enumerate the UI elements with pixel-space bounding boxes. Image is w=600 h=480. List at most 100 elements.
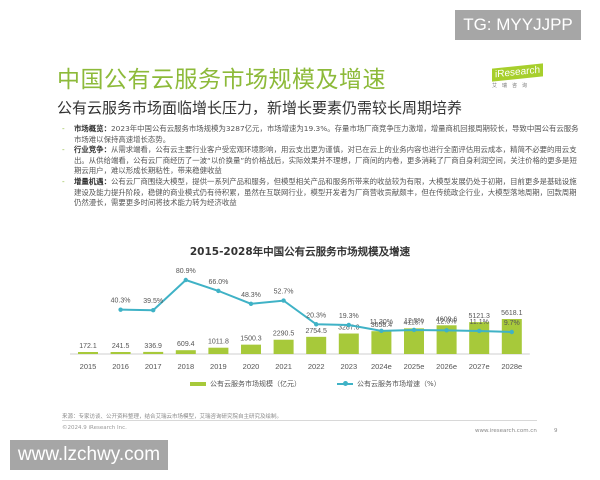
line-value-label: 19.3%	[339, 313, 359, 320]
bar	[306, 336, 327, 354]
logo-brand: iResearch	[492, 63, 544, 82]
line-point	[346, 322, 351, 328]
copyright: ©2024.9 iResearch Inc.	[62, 425, 127, 431]
x-tick-label: 2018	[177, 362, 194, 371]
footer-divider	[62, 420, 537, 421]
line-value-label: 48.3%	[241, 292, 261, 299]
line-point	[379, 328, 384, 334]
legend-item-line: 公有云服务市场增速（%）	[337, 379, 441, 389]
iresearch-logo: iResearch 艾瑞咨询	[492, 60, 544, 89]
bullet-label: 市场概览：	[74, 124, 111, 133]
x-tick-label: 2015	[80, 362, 97, 371]
legend-item-bar: 公有云服务市场规模（亿元）	[190, 379, 301, 389]
bullet-text: 2023年中国公有云服务市场规模为3287亿元，市场增速为19.3%。存量市场厂…	[74, 124, 579, 144]
line-value-label: 9.7%	[504, 320, 520, 327]
line-point	[411, 327, 417, 333]
line-value-label: 80.9%	[176, 268, 196, 275]
x-tick-label: 2025e	[404, 362, 425, 371]
page-title: 中国公有云服务市场规模及增速	[57, 67, 386, 93]
x-tick-label: 2016	[112, 362, 129, 371]
bar-value-label: 4609.6	[436, 316, 458, 323]
bar	[273, 339, 294, 354]
bullet-list: - 市场概览：2023年中国公有云服务市场规模为3287亿元，市场增速为19.3…	[62, 124, 582, 209]
x-tick-label: 2024e	[371, 362, 392, 371]
page-number: 9	[554, 428, 558, 434]
line-value-label: 11.30%	[370, 319, 393, 326]
line-point	[509, 329, 514, 335]
bar-value-label: 3287.0	[338, 325, 360, 332]
line-point	[248, 301, 254, 307]
bar-value-label: 609.4	[177, 341, 195, 348]
bar-value-label: 241.5	[112, 343, 130, 350]
bar-value-label: 5121.3	[468, 313, 490, 320]
legend-line-label: 公有云服务市场增速（%）	[357, 380, 441, 388]
bar	[436, 325, 457, 354]
bar	[241, 344, 261, 354]
line-value-label: 52.7%	[274, 289, 294, 296]
line-point	[314, 322, 319, 327]
bar	[110, 352, 131, 354]
line-value-label: 12.0%	[437, 318, 457, 325]
chart-legend: 公有云服务市场规模（亿元） 公有云服务市场增速（%）	[190, 379, 441, 389]
line-point	[216, 288, 221, 294]
bar-value-label: 2754.5	[305, 328, 327, 335]
line-value-label: 20.3%	[306, 312, 326, 319]
line-point	[477, 328, 482, 334]
line-point	[281, 298, 286, 303]
bullet-label: 增量机遇：	[74, 176, 111, 186]
bullet-opportunity: - 增量机遇：公有云厂商围绕大模型，提供一系列产品和服务，但模型相关产品和服务所…	[62, 177, 582, 209]
legend-line-swatch-icon	[337, 381, 353, 386]
bar	[404, 328, 424, 354]
x-tick-label: 2019	[210, 362, 227, 371]
bullet-label: 行业竞争：	[74, 145, 111, 155]
bar	[371, 331, 392, 354]
x-tick-label: 2021	[275, 362, 292, 371]
bar-value-label: 172.1	[79, 343, 97, 350]
x-tick-label: 2026e	[436, 362, 457, 371]
watermark-top: TG: MYYJJPP	[455, 10, 581, 40]
bar	[469, 322, 490, 354]
bullet-dash-icon: -	[62, 124, 65, 133]
x-tick-label: 2023	[340, 362, 357, 371]
line-point	[183, 277, 188, 283]
legend-bar-swatch-icon	[190, 382, 206, 386]
bar	[143, 351, 164, 354]
x-tick-label: 2028e	[501, 362, 522, 371]
line-value-label: 12.5%	[404, 318, 424, 325]
bar-value-label: 3658.4	[371, 322, 393, 329]
chart-title: 2015-2028年中国公有云服务市场规模及增速	[189, 246, 411, 258]
bullet-text: 从需求端看，公有云主要行业客户受宏观环境影响，用云支出更为谨慎，对已在云上的业务…	[74, 145, 577, 176]
bar	[501, 319, 522, 354]
legend-bar-label: 公有云服务市场规模（亿元）	[210, 380, 301, 388]
line-point	[444, 328, 449, 333]
x-tick-label: 2020	[243, 362, 260, 371]
x-tick-label: 2017	[145, 362, 162, 371]
bar	[338, 333, 359, 354]
bullet-market-overview: - 市场概览：2023年中国公有云服务市场规模为3287亿元，市场增速为19.3…	[62, 124, 582, 145]
website-url: www.iresearch.com.cn	[475, 428, 537, 434]
page-subtitle: 公有云服务市场面临增长压力，新增长要素仍需较长周期培养	[57, 99, 463, 117]
x-tick-label: 2022	[308, 362, 325, 371]
combo-chart: 172.1 2015 241.5 2016 336.9 2017 609.4 2018 1011…	[70, 268, 530, 371]
bullet-dash-icon: -	[62, 145, 65, 155]
bar-value-label: 2290.5	[273, 331, 295, 338]
bullet-competition: - 行业竞争：从需求端看，公有云主要行业客户受宏观环境影响，用云支出更为谨慎，对…	[62, 145, 582, 177]
line-point	[151, 308, 156, 313]
bar	[78, 352, 98, 354]
x-tick-label: 2027e	[469, 362, 490, 371]
line-value-label: 11.1%	[470, 319, 489, 326]
bar-value-label: 336.9	[144, 343, 162, 350]
bar	[175, 350, 196, 354]
bar-value-label: 1500.3	[240, 336, 262, 343]
bar-value-label: 4115.7	[404, 319, 425, 326]
bullet-dash-icon: -	[62, 176, 65, 186]
watermark-bottom: www.lzchwy.com	[10, 440, 168, 470]
bar-value-label: 5618.1	[501, 310, 523, 317]
bar	[208, 347, 229, 354]
bullet-text: 公有云厂商围绕大模型，提供一系列产品和服务，但模型相关产品和服务所带来的收益较为…	[74, 176, 577, 208]
line-value-label: 39.5%	[143, 298, 163, 305]
line-value-label: 40.3%	[111, 298, 131, 305]
bar-value-label: 1011.8	[208, 339, 229, 346]
line-value-label: 66.0%	[208, 279, 228, 286]
source-note: 来源：专家访谈、公开资料整理，结合艾瑞云市场模型，艾瑞咨询研究院自主研究及绘制。	[62, 414, 283, 420]
